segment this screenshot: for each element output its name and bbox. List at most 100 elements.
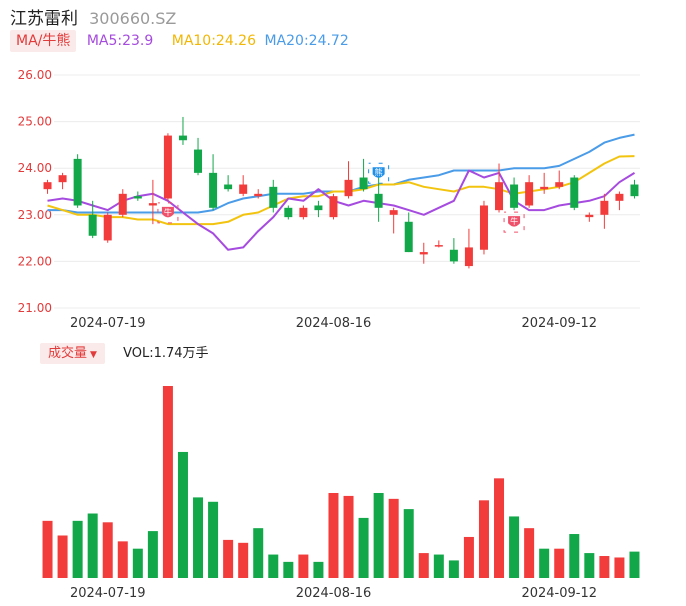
- volume-bar[interactable]: [388, 498, 399, 578]
- volume-bar[interactable]: [87, 513, 98, 578]
- bull-badge-icon[interactable]: 牛: [503, 211, 525, 233]
- candle[interactable]: [118, 189, 127, 218]
- candle[interactable]: [449, 238, 458, 264]
- candle[interactable]: [73, 154, 82, 208]
- volume-indicator-selector[interactable]: 成交量 ▼: [40, 343, 105, 364]
- candle[interactable]: [194, 137, 203, 176]
- volume-bar[interactable]: [208, 501, 219, 578]
- volume-bar[interactable]: [283, 561, 294, 578]
- candle[interactable]: [600, 193, 609, 229]
- candle[interactable]: [479, 200, 488, 255]
- ma-legend: MA/牛熊 MA5:23.9 MA10:24.26 MA20:24.72: [10, 30, 349, 54]
- candle[interactable]: [344, 161, 353, 199]
- volume-bar[interactable]: [433, 554, 444, 578]
- volume-bar[interactable]: [614, 557, 625, 578]
- candle[interactable]: [88, 200, 97, 239]
- candle[interactable]: [254, 189, 263, 199]
- marker-frame: [368, 162, 390, 184]
- candle[interactable]: [510, 177, 519, 211]
- volume-bar[interactable]: [539, 548, 550, 578]
- volume-bar[interactable]: [177, 451, 188, 578]
- marker-label: 熊: [375, 167, 383, 177]
- candle[interactable]: [163, 133, 172, 201]
- candle[interactable]: [495, 163, 504, 213]
- volume-x-tick-label: 2024-08-16: [296, 586, 372, 601]
- price-chart[interactable]: 26.00 25.00 24.00 23.00 22.00 21.00 牛 熊牛 2024-…: [0, 0, 686, 340]
- volume-bar[interactable]: [72, 520, 83, 578]
- volume-bar[interactable]: [42, 520, 53, 578]
- volume-bar[interactable]: [373, 492, 384, 578]
- volume-bar[interactable]: [57, 535, 68, 578]
- volume-bar[interactable]: [463, 536, 474, 578]
- ma5-line: [47, 169, 636, 251]
- volume-bar[interactable]: [494, 478, 505, 578]
- candle[interactable]: [389, 207, 398, 234]
- candle[interactable]: [148, 179, 157, 225]
- price-y-tick-label: 21.00: [18, 301, 52, 315]
- volume-bar[interactable]: [343, 495, 354, 578]
- candle-body: [404, 221, 413, 253]
- volume-bar[interactable]: [268, 554, 279, 578]
- candle[interactable]: [299, 205, 308, 220]
- ma-bullbear-selector[interactable]: MA/牛熊: [10, 30, 77, 52]
- volume-bar[interactable]: [629, 551, 640, 578]
- candle-body: [495, 182, 504, 211]
- volume-bar[interactable]: [162, 386, 173, 578]
- volume-bar[interactable]: [238, 542, 249, 578]
- candle[interactable]: [434, 240, 443, 248]
- candle[interactable]: [43, 179, 52, 194]
- volume-bar[interactable]: [328, 492, 339, 578]
- volume-bar[interactable]: [403, 509, 414, 578]
- marker-frame: [503, 211, 525, 233]
- volume-bar[interactable]: [298, 554, 309, 578]
- candle[interactable]: [630, 179, 639, 199]
- volume-bar[interactable]: [569, 534, 580, 578]
- volume-bar[interactable]: [193, 497, 204, 578]
- volume-bar[interactable]: [448, 560, 459, 578]
- candle[interactable]: [314, 200, 323, 218]
- volume-bar[interactable]: [147, 531, 158, 578]
- candle[interactable]: [525, 175, 534, 208]
- candle[interactable]: [133, 191, 142, 201]
- candle[interactable]: [404, 212, 413, 253]
- volume-bar[interactable]: [253, 528, 264, 578]
- candle[interactable]: [269, 179, 278, 213]
- candle[interactable]: [58, 172, 67, 190]
- volume-bar[interactable]: [524, 528, 535, 578]
- volume-bar[interactable]: [132, 548, 143, 578]
- candle[interactable]: [284, 205, 293, 220]
- candle[interactable]: [615, 191, 624, 211]
- candle-body: [178, 135, 187, 141]
- candle-body: [585, 214, 594, 218]
- volume-bar[interactable]: [117, 541, 128, 578]
- volume-bar[interactable]: [358, 517, 369, 578]
- candle[interactable]: [103, 212, 112, 243]
- volume-bar[interactable]: [418, 553, 429, 578]
- candle-body: [239, 184, 248, 194]
- candle[interactable]: [464, 228, 473, 269]
- candle[interactable]: [359, 158, 368, 192]
- volume-bar[interactable]: [599, 556, 610, 578]
- volume-bar[interactable]: [554, 548, 565, 578]
- volume-bar[interactable]: [223, 539, 234, 578]
- volume-chart[interactable]: 2024-07-19 2024-08-16 2024-09-12: [0, 366, 686, 606]
- candle[interactable]: [178, 116, 187, 145]
- candle[interactable]: [570, 175, 579, 211]
- candle[interactable]: [239, 175, 248, 197]
- volume-bar[interactable]: [584, 553, 595, 578]
- price-y-tick-label: 25.00: [18, 115, 52, 129]
- volume-bar[interactable]: [509, 516, 520, 578]
- candle[interactable]: [540, 172, 549, 194]
- candle-body: [284, 207, 293, 218]
- bear-badge-icon[interactable]: 熊: [368, 162, 390, 184]
- candle[interactable]: [224, 175, 233, 192]
- candle[interactable]: [555, 170, 564, 190]
- candle[interactable]: [209, 154, 218, 211]
- candle[interactable]: [329, 193, 338, 220]
- candle[interactable]: [419, 242, 428, 264]
- volume-bar[interactable]: [102, 522, 113, 578]
- volume-bar[interactable]: [478, 500, 489, 578]
- volume-bar[interactable]: [313, 561, 324, 578]
- bull-badge-icon[interactable]: 牛: [157, 202, 179, 224]
- candle[interactable]: [585, 212, 594, 222]
